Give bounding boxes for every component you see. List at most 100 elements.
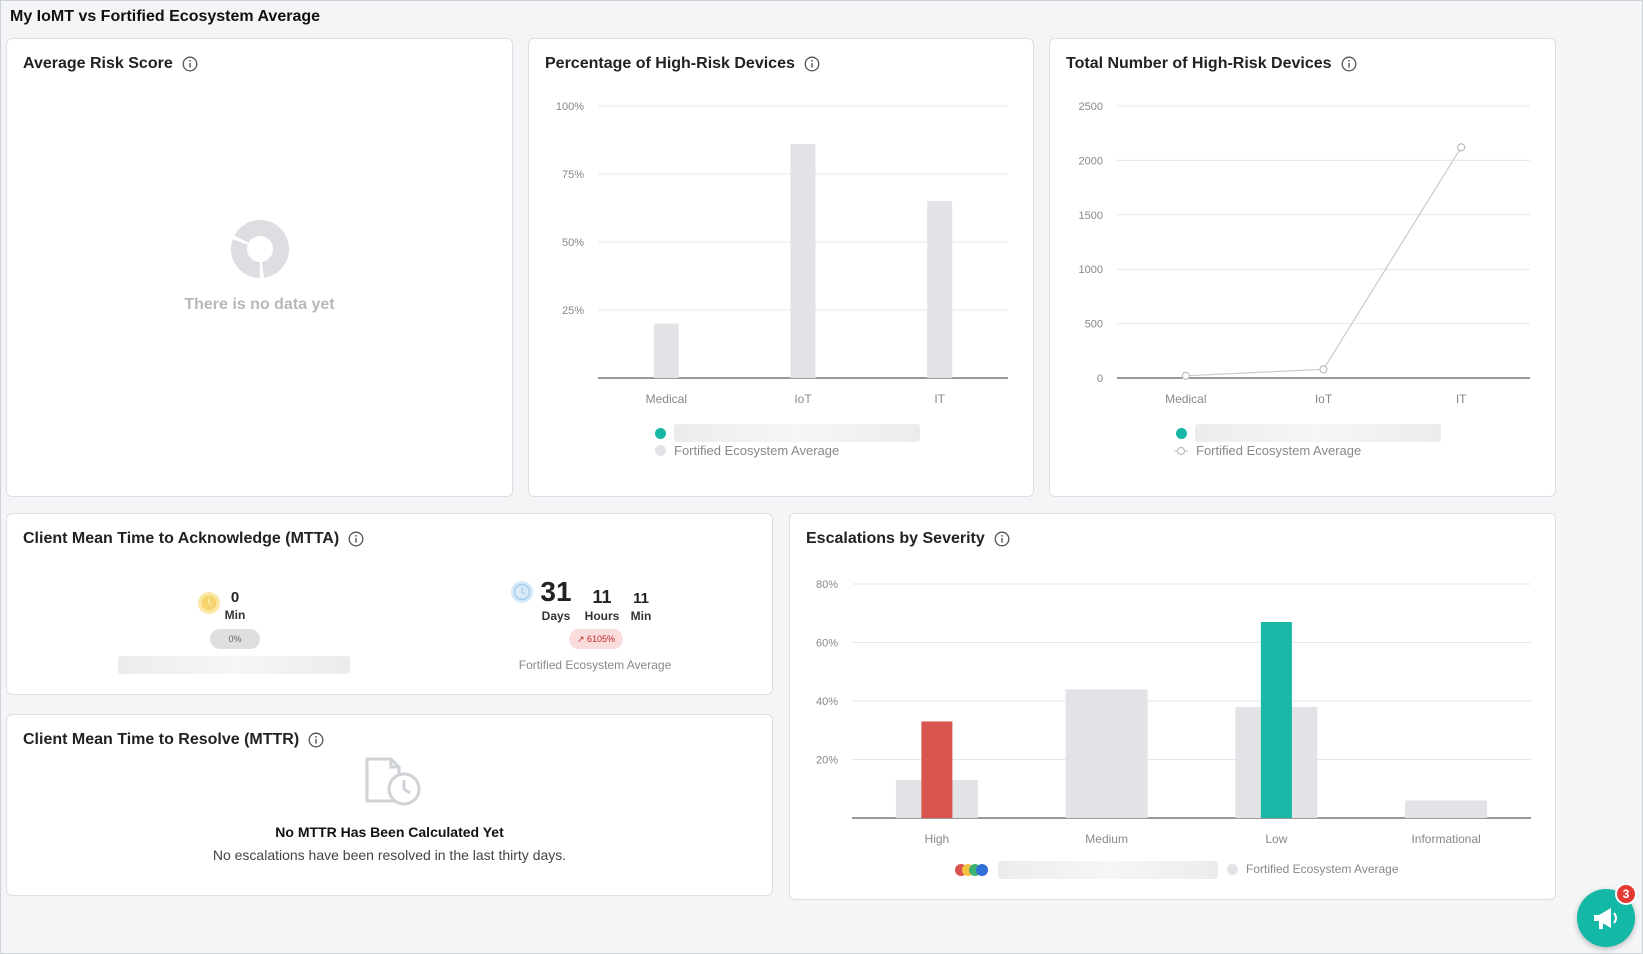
x-tick-label: IoT <box>1315 392 1333 406</box>
avg-mtta-days: 31 Days <box>537 576 575 624</box>
avg-mtta-label: Fortified Ecosystem Average <box>518 658 672 672</box>
client-mtta-badge: 0% <box>210 629 260 649</box>
avg-mtta-change-badge: ↗ 6105% <box>569 629 623 649</box>
y-tick-label: 25% <box>562 305 584 317</box>
legend-avg-label: Fortified Ecosystem Average <box>674 443 840 458</box>
escalations-card: Escalations by Severity 20% 40% 60% 80% High… <box>789 513 1556 900</box>
legend-avg: Fortified Ecosystem Average <box>655 443 839 458</box>
legend-client <box>1176 424 1441 442</box>
avg-series-line <box>1185 147 1462 377</box>
x-tick-label: IoT <box>794 392 812 406</box>
card-title: Client Mean Time to Resolve (MTTR) <box>23 731 300 748</box>
info-icon[interactable] <box>994 531 1010 547</box>
escalations-chart: 20% 40% 60% 80% High Medium Low Informational <box>816 579 1531 846</box>
avg-days-unit: Days <box>541 609 571 623</box>
y-tick-label: 75% <box>562 169 584 181</box>
y-tick-label: 40% <box>816 696 838 708</box>
y-tick-label: 20% <box>816 755 838 767</box>
avg-mtta-mins: 11 Min <box>625 591 657 623</box>
x-tick-label: Informational <box>1411 832 1480 846</box>
avg-clock-icon <box>511 581 533 603</box>
legend-avg-dot <box>1227 863 1238 875</box>
y-tick-label: 50% <box>562 237 584 249</box>
document-clock-icon <box>365 757 421 806</box>
client-clock-icon <box>198 592 220 614</box>
y-tick-label: 2500 <box>1079 101 1103 113</box>
y-tick-label: 1000 <box>1079 264 1103 276</box>
y-tick-label: 0 <box>1097 373 1103 385</box>
legend-avg-label: Fortified Ecosystem Average <box>1196 443 1362 458</box>
legend-client-label-placeholder <box>1195 424 1441 442</box>
avg-bar <box>1065 689 1148 818</box>
info-icon[interactable] <box>804 56 820 72</box>
legend-client-dot <box>655 427 666 439</box>
mttr-empty-heading: No MTTR Has Been Calculated Yet <box>275 824 504 840</box>
client-mtta-unit: Min <box>224 608 246 622</box>
total-high-risk-card: Total Number of High-Risk Devices 0 500 10… <box>1049 38 1556 497</box>
card-title: Average Risk Score <box>23 55 173 72</box>
client-bar <box>921 721 953 818</box>
avg-mins-unit: Min <box>630 609 652 623</box>
x-tick-label: Medical <box>646 392 687 406</box>
info-icon[interactable] <box>308 732 324 748</box>
x-tick-label: Low <box>1265 832 1287 846</box>
avg-mtta-hours: 11 Hours <box>583 588 621 623</box>
empty-state-text: There is no data yet <box>184 296 335 313</box>
legend-avg-line-marker <box>1174 446 1188 455</box>
x-tick-label: Medical <box>1165 392 1206 406</box>
page-title: My IoMT vs Fortified Ecosystem Average <box>10 8 321 25</box>
avg-bar <box>790 144 816 378</box>
card-title: Percentage of High-Risk Devices <box>545 55 795 72</box>
client-bar <box>1260 622 1292 818</box>
legend-client-label-placeholder <box>998 861 1218 879</box>
client-label-placeholder <box>118 656 350 674</box>
info-icon[interactable] <box>182 56 198 72</box>
legend-avg: Fortified Ecosystem Average <box>1174 443 1361 458</box>
avg-hours-number: 11 <box>592 587 612 607</box>
client-mtta-value: 0 Min <box>219 590 251 622</box>
pct-high-risk-chart: 25% 50% 75% 100% Medical IoT IT <box>556 101 1008 406</box>
y-tick-label: 60% <box>816 638 838 650</box>
client-mtta-number: 0 <box>230 589 240 606</box>
avg-bar <box>1405 800 1488 818</box>
pct-high-risk-card: Percentage of High-Risk Devices 25% 50% 75… <box>528 38 1034 497</box>
x-tick-label: High <box>925 832 950 846</box>
info-icon[interactable] <box>1341 56 1357 72</box>
notification-count-badge: 3 <box>1615 883 1637 905</box>
megaphone-icon <box>1594 908 1617 929</box>
y-tick-label: 1500 <box>1079 210 1103 222</box>
avg-point <box>1319 365 1328 374</box>
avg-bar <box>653 323 679 378</box>
y-tick-label: 500 <box>1085 319 1103 331</box>
legend-client <box>954 861 1218 879</box>
x-tick-label: Medium <box>1085 832 1128 846</box>
legend-avg-dot <box>655 445 666 456</box>
avg-point <box>1181 371 1190 380</box>
y-tick-label: 80% <box>816 579 838 591</box>
legend-client <box>655 424 920 442</box>
avg-bar <box>927 201 953 378</box>
legend-avg-label: Fortified Ecosystem Average <box>1246 862 1399 876</box>
card-title: Total Number of High-Risk Devices <box>1066 55 1332 72</box>
card-title: Client Mean Time to Acknowledge (MTTA) <box>23 530 340 547</box>
mttr-empty-message: No escalations have been resolved in the… <box>212 847 567 863</box>
info-icon[interactable] <box>348 531 364 547</box>
card-title: Escalations by Severity <box>806 530 985 547</box>
avg-hours-unit: Hours <box>584 609 620 623</box>
avg-mins-number: 11 <box>633 590 649 607</box>
donut-placeholder-icon <box>231 220 289 278</box>
legend-client-dot <box>1176 427 1187 439</box>
avg-days-number: 31 <box>540 576 572 607</box>
mtta-card: Client Mean Time to Acknowledge (MTTA) 0… <box>6 513 773 695</box>
y-tick-label: 2000 <box>1079 155 1103 167</box>
y-tick-label: 100% <box>556 101 584 113</box>
mttr-card: Client Mean Time to Resolve (MTTR) No MT… <box>6 714 773 896</box>
x-tick-label: IT <box>934 392 945 406</box>
avg-risk-score-card: Average Risk Score There is no data yet <box>6 38 513 497</box>
x-tick-label: IT <box>1456 392 1467 406</box>
legend-client-label-placeholder <box>674 424 920 442</box>
total-high-risk-chart: 0 500 1000 1500 2000 2500 Medical IoT IT <box>1079 101 1530 406</box>
legend-severity-dots-icon <box>955 864 988 876</box>
avg-point <box>1457 143 1466 152</box>
legend-avg: Fortified Ecosystem Average <box>1227 862 1399 876</box>
